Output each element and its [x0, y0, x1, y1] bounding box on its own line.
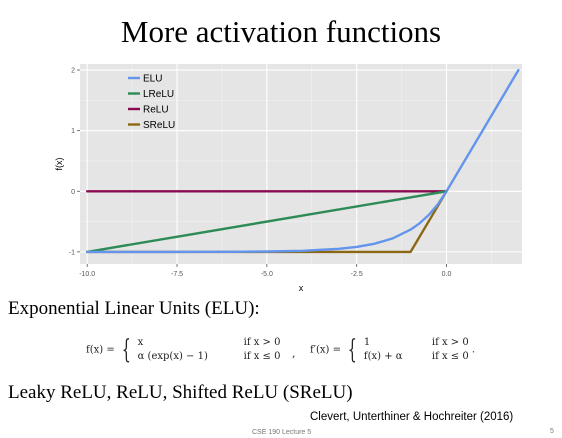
- f-cases: x if x > 0 α (exp(x) − 1) if x ≤ 0: [138, 336, 281, 364]
- heading-elu: Exponential Linear Units (ELU):: [8, 298, 260, 319]
- slide-footer: CSE 190 Lecture 5: [252, 429, 312, 436]
- fp-lhs: f′(x) =: [310, 344, 341, 356]
- legend-label-srelu: SReLU: [143, 120, 175, 131]
- legend-label-relu: ReLU: [143, 105, 169, 116]
- axis-ticks: -10.0 -7.5 -5.0 -2.5 0.0 -1 0 1 2: [69, 68, 452, 278]
- brace-icon: {: [347, 335, 357, 365]
- x-tick-label: -2.5: [351, 271, 363, 278]
- y-tick-label: 1: [71, 128, 75, 135]
- elu-formula: f(x) = { x if x > 0 α (exp(x) − 1) if x ≤ …: [86, 336, 280, 364]
- x-axis-label: x: [299, 283, 304, 293]
- page-number: 5: [550, 428, 554, 435]
- fp-case2-cond: if x ≤ 0: [431, 351, 469, 362]
- y-tick-label: -1: [69, 249, 75, 256]
- slide-title: More activation functions: [120, 14, 442, 49]
- fp-case1-expr: 1: [363, 337, 371, 348]
- x-tick-label: -10.0: [79, 271, 95, 278]
- y-tick-label: 2: [71, 68, 75, 75]
- legend-label-lrelu: LReLU: [143, 89, 174, 100]
- f-lhs: f(x) =: [86, 344, 115, 356]
- brace-icon: {: [121, 335, 131, 365]
- elu-derivative-formula: f′(x) = { 1 if x > 0 f(x) + α if x ≤ 0 .: [310, 336, 475, 364]
- f-case2-expr: α (exp(x) − 1): [137, 351, 208, 362]
- heading-variants: Leaky ReLU, ReLU, Shifted ReLU (SReLU): [8, 382, 353, 403]
- series-line-lrelu: [85, 190, 448, 254]
- f-case1-cond: if x > 0: [243, 337, 281, 348]
- series-lines: [85, 68, 520, 254]
- legend: ELU LReLU ReLU SReLU: [128, 74, 175, 131]
- y-axis-label: f(x): [54, 158, 64, 171]
- fp-case1-cond: if x > 0: [431, 337, 469, 348]
- f-case2-cond: if x ≤ 0: [243, 351, 281, 362]
- formula-separator: ,: [292, 347, 296, 360]
- f-case1-expr: x: [137, 337, 144, 348]
- fp-case2-expr: f(x) + α: [363, 351, 403, 362]
- x-tick-label: -5.0: [261, 271, 273, 278]
- plot-background: [80, 64, 522, 264]
- legend-label-elu: ELU: [143, 74, 162, 85]
- formula-end: .: [471, 344, 476, 356]
- citation: Clevert, Unterthiner & Hochreiter (2016): [310, 411, 514, 423]
- fp-cases: 1 if x > 0 f(x) + α if x ≤ 0: [364, 336, 469, 364]
- x-tick-label: -7.5: [171, 271, 183, 278]
- y-tick-label: 0: [71, 189, 75, 196]
- x-tick-label: 0.0: [442, 271, 452, 278]
- series-line-elu: [85, 68, 520, 254]
- activation-chart: -10.0 -7.5 -5.0 -2.5 0.0 -1 0 1 2 x f(x) ELU LReL…: [54, 64, 522, 293]
